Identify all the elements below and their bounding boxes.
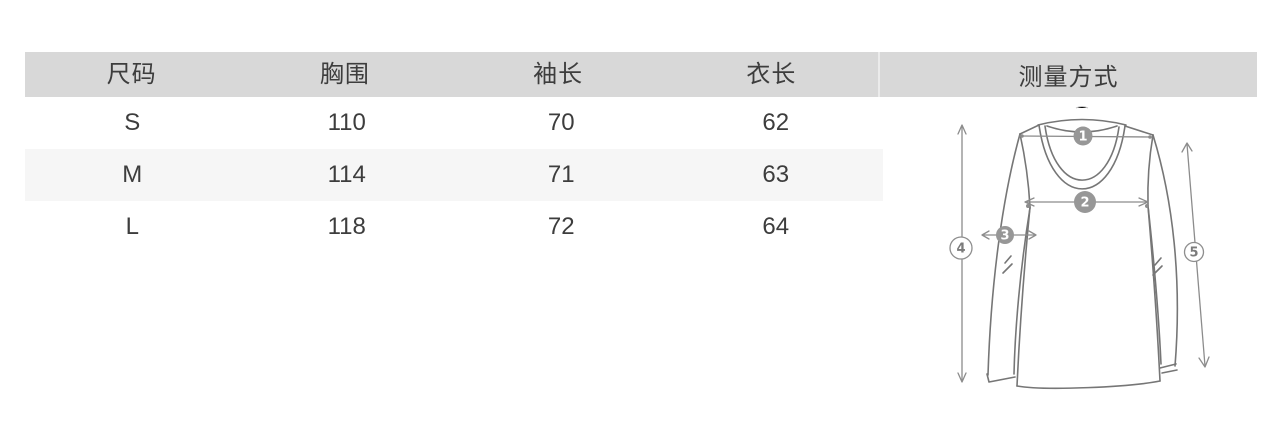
cell-size: S: [124, 109, 141, 136]
svg-text:4: 4: [956, 242, 965, 257]
marker-3-sleeve-width: 3: [996, 226, 1014, 244]
right-cuff: [1159, 363, 1178, 374]
cell-size: M: [122, 161, 143, 188]
header-sleeve-length: 袖长: [533, 61, 584, 88]
left-sleeve-inner: [1013, 207, 1031, 375]
left-elbow-marks: [1002, 255, 1013, 274]
cell-sleeve: 70: [547, 109, 575, 136]
cell-sleeve: 71: [547, 161, 575, 188]
cell-chest: 114: [327, 161, 366, 188]
header-seam-divider: [878, 52, 880, 97]
left-shoulder-line: [1019, 124, 1040, 135]
left-cuff: [986, 373, 1016, 383]
table-header-row: 尺码 胸围 袖长 衣长 测量方式: [25, 52, 1257, 97]
shirt-measurement-diagram: 1 2 3 4 5: [949, 105, 1210, 390]
hem-line: [1016, 380, 1161, 390]
header-size: 尺码: [106, 61, 157, 88]
header-chest: 胸围: [319, 61, 370, 88]
marker-5-sleeve-length: 5: [1183, 241, 1205, 263]
right-elbow-marks: [1152, 257, 1163, 276]
table-row-l: L 118 72 64: [25, 201, 883, 253]
table-header-measure-segment: 测量方式: [880, 52, 1257, 97]
cell-chest: 118: [327, 213, 366, 240]
right-sleeve-outer: [1152, 134, 1179, 367]
collar-outer-curve: [1038, 124, 1126, 190]
svg-text:5: 5: [1189, 246, 1198, 261]
marker-2-chest: 2: [1074, 191, 1096, 213]
cell-chest: 110: [327, 109, 366, 136]
cell-length: 64: [762, 213, 790, 240]
left-sleeve-outer: [987, 133, 1021, 376]
cell-length: 63: [762, 161, 790, 188]
cell-length: 62: [762, 109, 790, 136]
body-right-edge: [1147, 205, 1161, 382]
right-shoulder-line: [1124, 125, 1154, 136]
cell-size: L: [125, 213, 139, 240]
svg-text:1: 1: [1078, 130, 1087, 145]
svg-text:3: 3: [1000, 229, 1009, 244]
svg-text:2: 2: [1080, 196, 1089, 211]
table-row-m: M 114 71 63: [25, 149, 883, 201]
marker-4-garment-length: 4: [949, 236, 973, 260]
sketch-top-dash: [1075, 105, 1089, 109]
cell-sleeve: 72: [547, 213, 575, 240]
right-sleeve-inner: [1147, 205, 1162, 365]
shirt-outline: [986, 118, 1179, 390]
collar-top-line: [1037, 118, 1127, 126]
right-armhole-seam: [1147, 134, 1154, 207]
header-measure-method: 测量方式: [1018, 64, 1119, 91]
collar-inner-curve: [1044, 125, 1120, 181]
left-armhole-seam: [1019, 133, 1031, 208]
table-row-s: S 110 70 62: [25, 97, 883, 149]
header-garment-length: 衣长: [746, 61, 797, 88]
body-left-edge: [1016, 206, 1031, 387]
marker-1-collar: 1: [1073, 126, 1093, 146]
table-header-left-segment: 尺码 胸围 袖长 衣长: [25, 52, 878, 97]
